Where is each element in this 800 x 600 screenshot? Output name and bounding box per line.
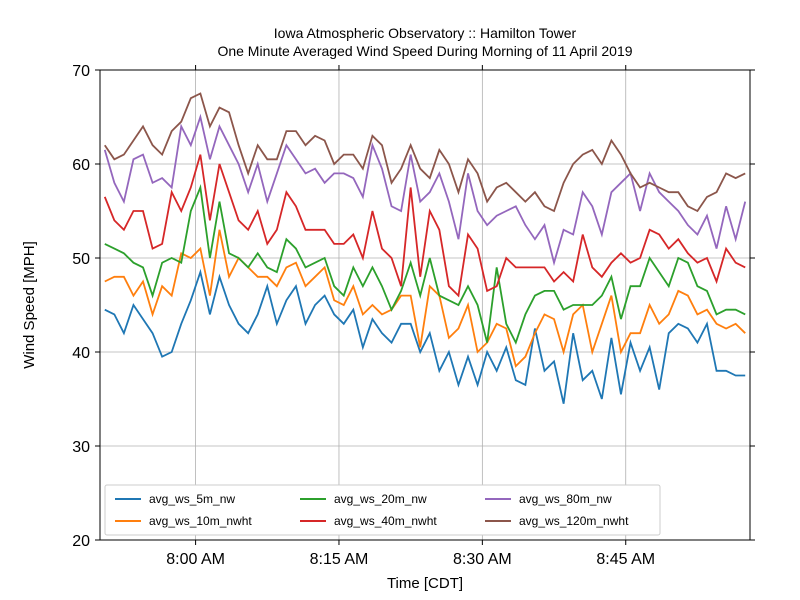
y-axis-label: Wind Speed [MPH] [21,241,38,369]
legend-label: avg_ws_5m_nw [149,492,235,506]
ytick-label: 60 [72,157,90,174]
ytick-label: 70 [72,63,90,80]
legend-label: avg_ws_20m_nw [334,492,427,506]
chart-container: 20 30 40 50 60 70 8:00 AM 8:15 AM 8:30 AM 8:45 AM… [0,0,800,600]
xtick-label: 8:15 AM [310,551,369,568]
legend-label: avg_ws_10m_nwht [149,514,252,528]
ytick-label: 20 [72,533,90,550]
chart-title-sub: One Minute Averaged Wind Speed During Mo… [217,43,632,59]
ytick-label: 40 [72,345,90,362]
legend-label: avg_ws_120m_nwht [519,514,629,528]
legend-label: avg_ws_40m_nwht [334,514,437,528]
chart-title-main: Iowa Atmospheric Observatory :: Hamilton… [274,25,577,41]
ytick-label: 30 [72,439,90,456]
legend-label: avg_ws_80m_nw [519,492,612,506]
xtick-label: 8:30 AM [453,551,512,568]
xtick-label: 8:00 AM [166,551,225,568]
xtick-label: 8:45 AM [596,551,655,568]
x-axis-label: Time [CDT] [387,575,463,592]
ytick-label: 50 [72,251,90,268]
wind-speed-chart: 20 30 40 50 60 70 8:00 AM 8:15 AM 8:30 AM 8:45 AM… [0,0,800,600]
